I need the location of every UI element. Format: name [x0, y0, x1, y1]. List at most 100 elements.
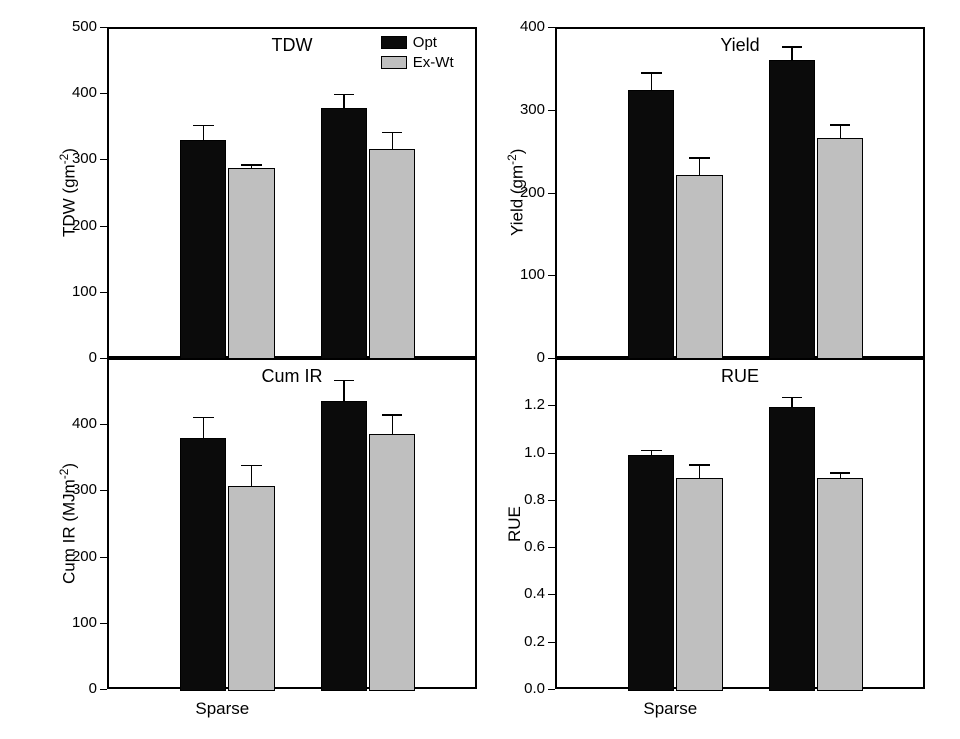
panel-rue: RUE: [555, 358, 925, 689]
ytick: [100, 689, 107, 690]
bar-opt: [769, 407, 815, 691]
y-axis-label: Yield (gm-2): [505, 149, 528, 236]
ytick-label: 0.6: [524, 538, 545, 555]
ytick-label: 0: [537, 349, 545, 366]
errorbar-cap: [241, 164, 261, 166]
errorbar: [791, 46, 793, 59]
panel-title: RUE: [557, 366, 923, 387]
ytick: [548, 594, 555, 595]
ytick: [548, 547, 555, 548]
ytick-label: 1.0: [524, 444, 545, 461]
bar-exwt: [369, 434, 415, 691]
ytick-label: 0: [89, 680, 97, 697]
errorbar: [651, 72, 653, 90]
y-axis-label: Cum IR (MJm-2): [57, 463, 80, 584]
bar-opt: [628, 90, 674, 360]
panel-cumir: Cum IR: [107, 358, 477, 689]
bar-opt: [321, 401, 367, 691]
legend-label: Ex-Wt: [413, 54, 454, 71]
ytick: [548, 500, 555, 501]
errorbar-cap: [782, 397, 802, 399]
errorbar: [392, 414, 394, 434]
x-axis-label: Sparse: [643, 699, 697, 719]
ytick-label: 0.8: [524, 491, 545, 508]
errorbar-cap: [193, 417, 213, 419]
ytick-label: 400: [72, 84, 97, 101]
errorbar-cap: [641, 450, 661, 452]
errorbar: [343, 94, 345, 109]
y-axis-label: RUE: [505, 506, 525, 542]
bar-exwt: [676, 175, 722, 360]
bar-exwt: [369, 149, 415, 360]
bar-opt: [769, 60, 815, 360]
ytick: [548, 275, 555, 276]
figure-root: TDW0100200300400500TDW (gm-2)Yield010020…: [0, 0, 960, 739]
ytick: [548, 193, 555, 194]
legend-swatch: [381, 36, 407, 49]
ytick: [100, 159, 107, 160]
ytick: [548, 358, 555, 359]
legend: Opt Ex-Wt: [381, 34, 481, 74]
ytick-label: 500: [72, 18, 97, 35]
errorbar-cap: [782, 46, 802, 48]
errorbar-cap: [830, 124, 850, 126]
bar-exwt: [228, 168, 274, 360]
errorbar-cap: [689, 157, 709, 159]
x-axis-label: Sparse: [195, 699, 249, 719]
ytick: [100, 27, 107, 28]
errorbar-cap: [641, 72, 661, 74]
errorbar-cap: [830, 472, 850, 474]
ytick: [548, 27, 555, 28]
y-axis-label: TDW (gm-2): [57, 148, 80, 237]
errorbar-cap: [382, 414, 402, 416]
ytick-label: 0.0: [524, 680, 545, 697]
panel-yield: Yield: [555, 27, 925, 358]
ytick-label: 300: [520, 101, 545, 118]
bar-opt: [180, 140, 226, 360]
errorbar: [392, 132, 394, 150]
errorbar-cap: [193, 125, 213, 127]
ytick: [100, 623, 107, 624]
ytick-label: 100: [520, 266, 545, 283]
panel-title: Yield: [557, 35, 923, 56]
ytick: [548, 110, 555, 111]
ytick: [100, 93, 107, 94]
panel-title: Cum IR: [109, 366, 475, 387]
errorbar-cap: [241, 465, 261, 467]
bar-exwt: [676, 478, 722, 691]
ytick: [548, 642, 555, 643]
ytick: [100, 490, 107, 491]
panel-tdw: TDW: [107, 27, 477, 358]
ytick-label: 0.2: [524, 633, 545, 650]
errorbar: [699, 464, 701, 478]
errorbar: [203, 417, 205, 438]
ytick: [100, 557, 107, 558]
ytick-label: 400: [520, 18, 545, 35]
bar-exwt: [228, 486, 274, 691]
ytick: [548, 405, 555, 406]
errorbar: [699, 157, 701, 175]
errorbar: [791, 397, 793, 408]
ytick: [548, 453, 555, 454]
ytick-label: 400: [72, 415, 97, 432]
legend-swatch: [381, 56, 407, 69]
legend-label: Opt: [413, 34, 437, 51]
ytick: [100, 292, 107, 293]
errorbar: [343, 380, 345, 401]
bar-exwt: [817, 478, 863, 691]
ytick-label: 100: [72, 283, 97, 300]
errorbar-cap: [334, 380, 354, 382]
errorbar: [203, 125, 205, 140]
errorbar-cap: [689, 464, 709, 466]
errorbar: [840, 124, 842, 138]
ytick: [100, 424, 107, 425]
ytick-label: 0: [89, 349, 97, 366]
ytick: [100, 358, 107, 359]
ytick-label: 0.4: [524, 585, 545, 602]
bar-exwt: [817, 138, 863, 360]
ytick-label: 1.2: [524, 396, 545, 413]
bar-opt: [628, 455, 674, 691]
bar-opt: [321, 108, 367, 360]
errorbar-cap: [382, 132, 402, 134]
ytick: [100, 226, 107, 227]
